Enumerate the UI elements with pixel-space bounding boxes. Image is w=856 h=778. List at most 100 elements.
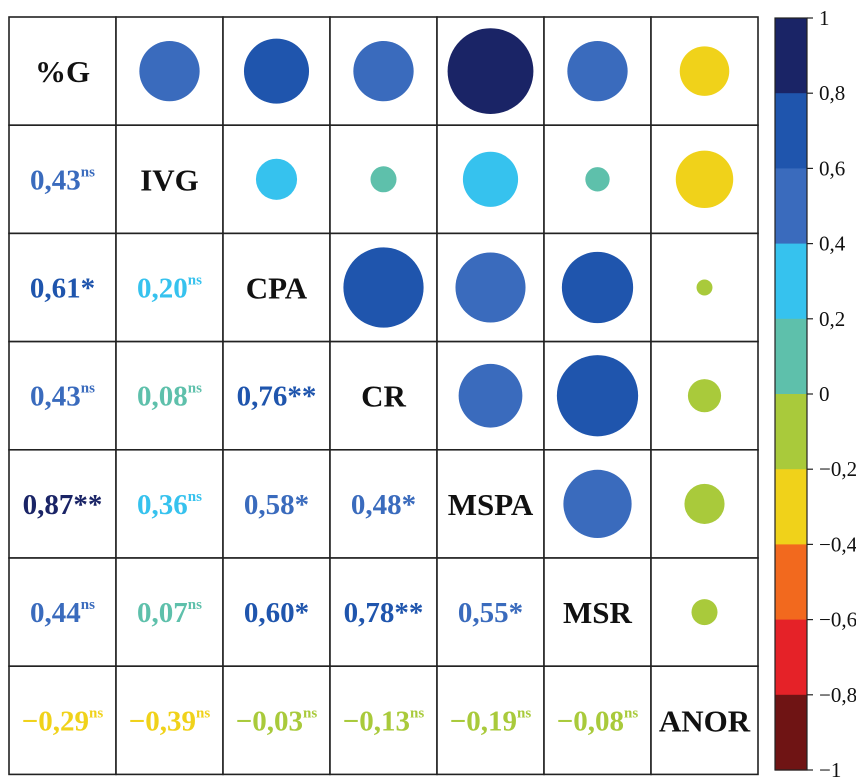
matrix-cell-4-3: 0,48* <box>329 448 438 559</box>
correlation-value-mspa-pctg: 0,87** <box>23 489 103 521</box>
variable-label-cpa: CPA <box>246 271 308 306</box>
matrix-cell-4-4: MSPA <box>436 448 545 559</box>
matrix-cell-0-4 <box>436 16 545 126</box>
significance-mark: ** <box>73 489 102 521</box>
cell-border <box>115 232 224 343</box>
correlation-value-cr-ivg: 0,08ns <box>137 381 202 413</box>
cell-border <box>329 665 438 776</box>
significance-mark: ns <box>517 705 531 721</box>
cell-border <box>222 557 331 667</box>
matrix-cell-3-0: 0,43ns <box>8 340 117 451</box>
correlation-value-msr-cpa: 0,60* <box>244 597 309 629</box>
matrix-cell-2-4 <box>436 232 545 343</box>
cell-border <box>650 557 759 667</box>
correlation-value-mspa-cpa: 0,58* <box>244 489 309 521</box>
matrix-cell-3-5 <box>543 340 652 451</box>
colorbar-bin-4 <box>775 318 807 395</box>
cell-border <box>329 557 438 667</box>
matrix-cell-4-6 <box>650 448 759 559</box>
colorbar-bin-1 <box>775 93 807 169</box>
correlation-value-anor-cr: −0,13ns <box>343 705 425 737</box>
significance-mark: ns <box>303 705 317 721</box>
correlation-number: 0,48 <box>351 489 402 521</box>
significance-mark: ns <box>81 164 95 180</box>
colorbar-bin-5 <box>775 394 807 470</box>
correlation-number: −0,39 <box>129 705 196 737</box>
variable-label-pctg: %G <box>35 54 90 89</box>
colorbar-bin-0 <box>775 18 807 94</box>
colorbar-tick-label: 0,8 <box>819 81 845 105</box>
matrix-cell-2-2: CPA <box>222 232 331 343</box>
correlation-number: −0,08 <box>557 705 624 737</box>
matrix-cell-5-4: 0,55* <box>436 557 545 667</box>
significance-mark: * <box>295 489 310 521</box>
significance-mark: * <box>81 273 96 305</box>
correlation-circle-pctg-msr <box>567 40 628 102</box>
correlation-number: −0,19 <box>450 705 517 737</box>
correlation-number: −0,29 <box>22 705 89 737</box>
correlation-circle-ivg-anor <box>675 150 734 209</box>
colorbar-tick-label: −0,2 <box>819 457 856 481</box>
cell-border <box>650 665 759 776</box>
correlation-value-cpa-ivg: 0,20ns <box>137 273 202 305</box>
correlation-number: 0,44 <box>30 597 81 629</box>
matrix-cell-5-0: 0,44ns <box>8 557 117 667</box>
significance-mark: ** <box>394 597 423 629</box>
colorbar-tick-label: 0,6 <box>819 156 845 180</box>
correlation-circle-pctg-mspa <box>447 28 534 115</box>
cell-border <box>8 16 117 126</box>
correlation-circle-cpa-cr <box>343 247 424 328</box>
correlation-circle-mspa-anor <box>684 483 725 524</box>
correlation-circle-ivg-msr <box>585 167 610 192</box>
correlation-value-mspa-cr: 0,48* <box>351 489 416 521</box>
correlation-circle-cr-msr <box>556 355 639 437</box>
matrix-cell-2-0: 0,61* <box>8 232 117 343</box>
correlation-value-ivg-pctg: 0,43ns <box>30 164 95 196</box>
matrix-cell-0-0: %G <box>8 16 117 126</box>
significance-mark: * <box>295 597 310 629</box>
significance-mark: ns <box>188 489 202 505</box>
correlation-circle-cpa-msr <box>561 251 634 324</box>
correlation-circle-pctg-ivg <box>139 40 200 102</box>
colorbar-bin-2 <box>775 168 807 245</box>
matrix-cell-1-6 <box>650 124 759 235</box>
significance-mark: ns <box>188 273 202 289</box>
significance-mark: ** <box>287 381 316 413</box>
significance-mark: ns <box>81 597 95 613</box>
cell-border <box>329 340 438 451</box>
correlation-number: 0,60 <box>244 597 295 629</box>
matrix-cell-6-6: ANOR <box>650 665 759 776</box>
correlation-value-anor-ivg: −0,39ns <box>129 705 211 737</box>
matrix-cell-2-1: 0,20ns <box>115 232 224 343</box>
correlation-circle-msr-anor <box>691 599 718 626</box>
correlation-value-msr-cr: 0,78** <box>344 597 424 629</box>
matrix-cell-6-0: −0,29ns <box>8 665 117 776</box>
correlation-circle-cpa-anor <box>696 279 713 296</box>
color-scale-bar: 1 0,8 0,6 0,4 0,2 0 −0,2 −0,4 −0,6 −0,8 −1 <box>774 6 856 778</box>
correlation-value-cr-cpa: 0,76** <box>237 381 317 413</box>
matrix-cell-5-3: 0,78** <box>329 557 438 667</box>
cell-border <box>222 232 331 343</box>
cell-border <box>436 448 545 559</box>
correlation-number: 0,87 <box>23 489 74 521</box>
matrix-cell-3-1: 0,08ns <box>115 340 224 451</box>
correlation-number: 0,43 <box>30 381 81 413</box>
matrix-cell-2-3 <box>329 232 438 343</box>
correlation-number: 0,07 <box>137 597 188 629</box>
cell-border <box>115 124 224 235</box>
cell-border <box>8 557 117 667</box>
matrix-cell-4-1: 0,36ns <box>115 448 224 559</box>
matrix-cell-1-4 <box>436 124 545 235</box>
correlation-circle-pctg-cpa <box>243 38 310 104</box>
significance-mark: ns <box>410 705 424 721</box>
significance-mark: ns <box>624 705 638 721</box>
colorbar-tick-label: −0,4 <box>819 532 856 556</box>
matrix-cell-0-1 <box>115 16 224 126</box>
correlation-circle-pctg-anor <box>679 46 730 96</box>
correlation-number: −0,03 <box>236 705 303 737</box>
colorbar-tick-label: 1 <box>819 6 830 30</box>
variable-label-cr: CR <box>361 379 406 414</box>
matrix-cell-6-1: −0,39ns <box>115 665 224 776</box>
